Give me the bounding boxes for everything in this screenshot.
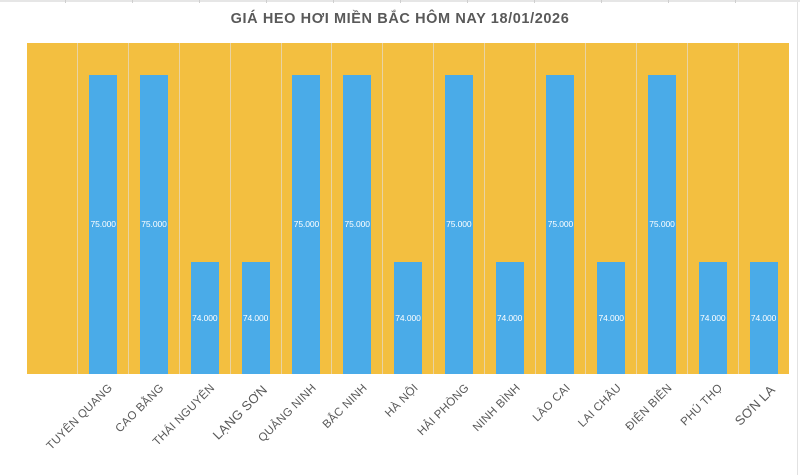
category-separator bbox=[483, 43, 485, 374]
bar-data-label: 75.000 bbox=[649, 219, 675, 230]
spreadsheet-cell-divider bbox=[400, 0, 401, 3]
bar-data-label: 75.000 bbox=[446, 219, 472, 230]
bar[interactable]: 74.000 bbox=[749, 261, 778, 374]
category-separator bbox=[534, 43, 536, 374]
bar-data-label: 74.000 bbox=[242, 312, 269, 323]
category-separator bbox=[280, 43, 282, 374]
bar-data-label: 75.000 bbox=[90, 219, 116, 230]
bar[interactable]: 74.000 bbox=[394, 261, 422, 374]
spreadsheet-cell-divider bbox=[333, 0, 334, 3]
bar[interactable]: 75.000 bbox=[343, 74, 372, 374]
category-separator bbox=[585, 43, 587, 374]
bar[interactable]: 74.000 bbox=[597, 261, 626, 374]
bar-data-label: 74.000 bbox=[598, 312, 624, 323]
spreadsheet-cell-divider bbox=[668, 0, 669, 3]
spreadsheet-cell-divider bbox=[467, 0, 468, 3]
category-separator bbox=[737, 43, 739, 374]
bar[interactable]: 74.000 bbox=[190, 261, 219, 374]
category-separator bbox=[636, 43, 638, 374]
bar[interactable]: 75.000 bbox=[546, 74, 575, 374]
spreadsheet-cell-divider bbox=[534, 0, 535, 3]
bar-data-label: 74.000 bbox=[700, 312, 726, 323]
bar[interactable]: 74.000 bbox=[495, 261, 524, 374]
bar-data-label: 74.000 bbox=[750, 312, 777, 323]
category-separator bbox=[382, 43, 384, 374]
bar-data-label: 74.000 bbox=[395, 312, 421, 323]
bar-data-label: 75.000 bbox=[141, 219, 167, 230]
chart-title: GIÁ HEO HƠI MIỀN BẮC HÔM NAY 18/01/2026 bbox=[230, 11, 570, 27]
category-separator bbox=[432, 43, 434, 374]
bar-data-label: 75.000 bbox=[547, 219, 574, 230]
bar-data-label: 75.000 bbox=[293, 219, 320, 230]
spreadsheet-cell-divider bbox=[735, 0, 736, 3]
bar[interactable]: 75.000 bbox=[444, 74, 473, 374]
spreadsheet-cell-divider bbox=[199, 0, 200, 3]
spreadsheet-cell-divider bbox=[601, 0, 602, 3]
plot-area[interactable]: 75.000 75.000 74.000 74.000 75.000 75.000 74.0… bbox=[27, 43, 789, 374]
category-separator bbox=[229, 43, 231, 374]
bar-data-label: 74.000 bbox=[192, 312, 218, 323]
bar-data-label: 74.000 bbox=[496, 312, 523, 323]
bar[interactable]: 75.000 bbox=[292, 74, 321, 374]
spreadsheet-cell-divider bbox=[132, 0, 133, 3]
category-separator bbox=[331, 43, 333, 374]
category-separator bbox=[77, 43, 79, 374]
bar[interactable]: 75.000 bbox=[648, 74, 676, 374]
spreadsheet-cell-divider bbox=[266, 0, 267, 3]
spreadsheet-cell-divider bbox=[65, 0, 66, 3]
bar[interactable]: 74.000 bbox=[698, 261, 727, 374]
bar-data-label: 75.000 bbox=[344, 219, 370, 230]
bar[interactable]: 75.000 bbox=[89, 74, 118, 374]
bar[interactable]: 74.000 bbox=[241, 261, 270, 374]
bar[interactable]: 75.000 bbox=[140, 74, 168, 374]
category-separator bbox=[686, 43, 688, 374]
category-separator bbox=[178, 43, 180, 374]
category-separator bbox=[128, 43, 130, 374]
